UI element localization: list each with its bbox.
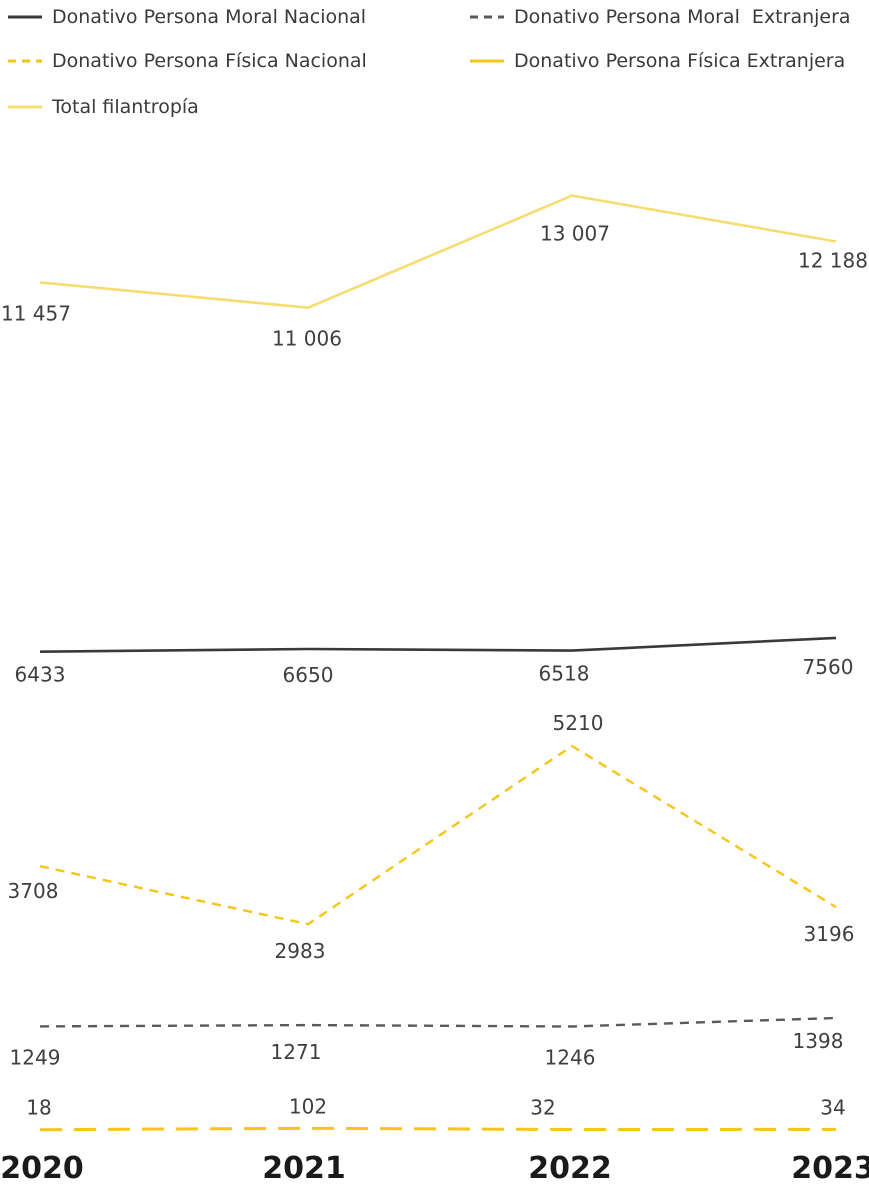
series-line-1 [39,1016,837,1028]
data-label-1-0: 1249 [10,1045,61,1069]
legend-swatch-moral-extranjera [470,12,504,22]
data-label-0-3: 7560 [803,655,854,679]
legend-item-moral-nacional: Donativo Persona Moral Nacional [8,2,366,32]
series-line-0 [39,636,837,653]
series-line-2 [39,744,837,926]
legend-swatch-moral-nacional [8,12,42,22]
legend-item-total: Total filantropía [8,92,199,122]
legend-label-fisica-extranjera: Donativo Persona Física Extranjera [514,50,846,72]
data-label-2-0: 3708 [8,879,59,903]
legend: Donativo Persona Moral Nacional Donativo… [0,0,869,130]
series-line-4 [39,194,837,310]
data-label-4-2: 13 007 [540,222,610,246]
data-label-3-1: 102 [289,1094,327,1118]
legend-item-fisica-nacional: Donativo Persona Física Nacional [8,46,367,76]
data-label-1-2: 1246 [545,1046,596,1070]
data-label-0-1: 6650 [283,663,334,687]
data-label-3-2: 32 [530,1096,555,1120]
series-line-3 [39,1126,837,1132]
legend-item-moral-extranjera: Donativo Persona Moral Extranjera [470,2,851,32]
legend-swatch-fisica-nacional [8,56,42,66]
data-label-2-2: 5210 [553,711,604,735]
data-label-2-1: 2983 [275,939,326,963]
data-label-4-1: 11 006 [272,327,342,351]
legend-item-fisica-extranjera: Donativo Persona Física Extranjera [470,46,845,76]
legend-label-fisica-nacional: Donativo Persona Física Nacional [52,50,367,72]
legend-label-total: Total filantropía [52,96,199,118]
data-label-2-3: 3196 [804,922,855,946]
data-label-1-3: 1398 [793,1029,844,1053]
legend-label-moral-extranjera: Donativo Persona Moral Extranjera [514,6,851,28]
legend-label-moral-nacional: Donativo Persona Moral Nacional [52,6,367,28]
data-label-3-0: 18 [26,1096,51,1120]
data-label-3-3: 34 [820,1095,845,1119]
x-tick-label-2023: 2023 [791,1151,869,1186]
x-tick-label-2021: 2021 [262,1151,346,1186]
legend-swatch-fisica-extranjera [470,56,504,66]
data-label-4-0: 11 457 [1,301,71,325]
x-tick-label-2022: 2022 [528,1151,612,1186]
x-tick-label-2020: 2020 [0,1151,84,1186]
legend-swatch-total [8,102,42,112]
data-label-0-2: 6518 [539,662,590,686]
data-label-1-1: 1271 [271,1040,322,1064]
data-label-0-0: 6433 [15,663,66,687]
data-label-4-3: 12 188 [798,249,868,273]
